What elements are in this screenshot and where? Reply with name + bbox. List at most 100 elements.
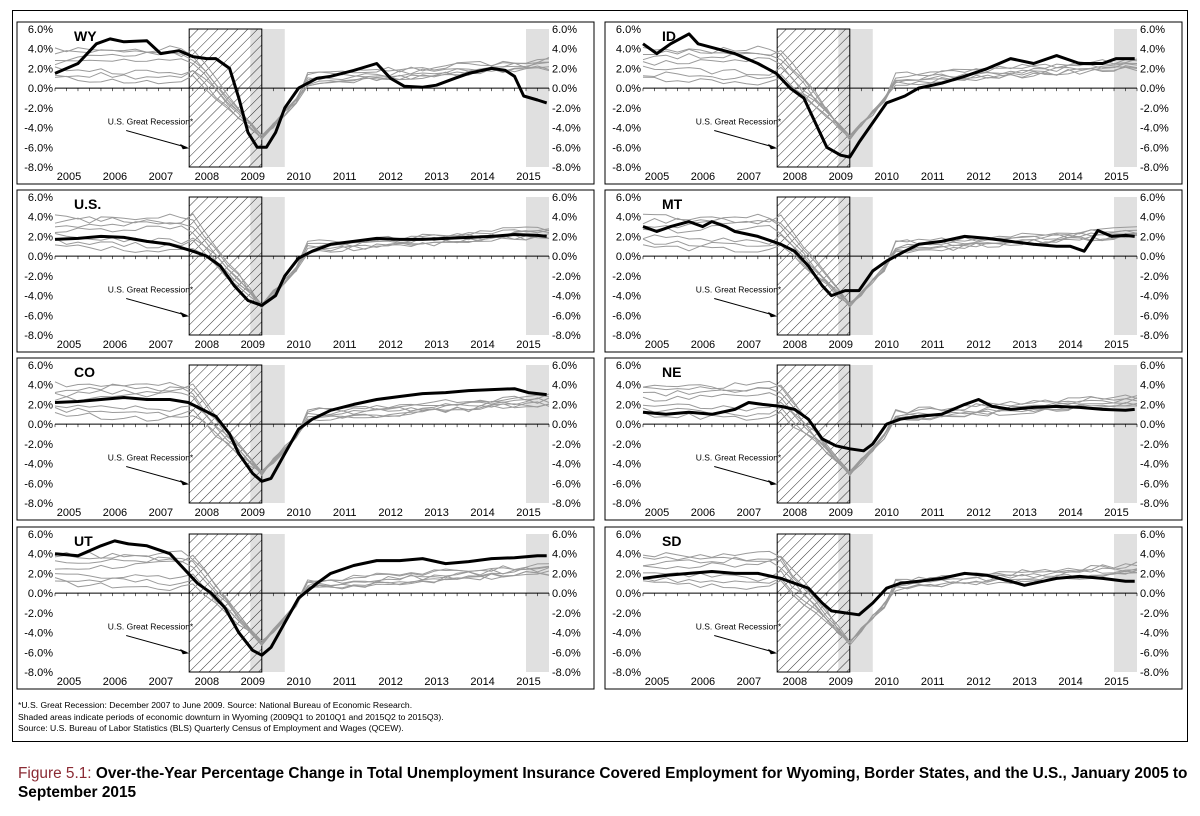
y-tick-label-right: -8.0%	[1140, 667, 1169, 679]
x-tick-label: 2009	[241, 171, 265, 183]
y-tick-label-left: -2.0%	[612, 271, 641, 283]
x-tick-label: 2005	[645, 339, 669, 351]
x-tick-label: 2015	[1104, 676, 1128, 688]
y-tick-label-right: -2.0%	[552, 439, 581, 451]
comparison-series-line	[642, 57, 1138, 137]
y-tick-label-right: 4.0%	[552, 212, 577, 224]
y-tick-label-right: 4.0%	[552, 380, 577, 392]
x-tick-label: 2014	[470, 339, 494, 351]
x-tick-label: 2011	[921, 676, 945, 688]
x-tick-label: 2010	[287, 676, 311, 688]
x-tick-label: 2006	[103, 507, 127, 519]
x-tick-label: 2005	[57, 507, 81, 519]
x-tick-label: 2011	[333, 676, 357, 688]
x-tick-label: 2012	[966, 339, 990, 351]
recession-hatch	[188, 533, 263, 673]
chart-panel-ut: 6.0% 6.0% 4.0% 4.0% 2.0% 2.0% 0.0% 0.0% -2.0% -2.…	[16, 526, 595, 690]
y-tick-label-right: 2.0%	[552, 231, 577, 243]
panel-border	[16, 21, 595, 185]
y-tick-label-left: -4.0%	[24, 459, 53, 471]
comparison-series-line	[643, 45, 1138, 137]
y-tick-label-right: -2.0%	[552, 271, 581, 283]
y-tick-label-left: 4.0%	[616, 380, 641, 392]
y-tick-label-left: -4.0%	[24, 123, 53, 135]
x-tick-label: 2006	[691, 339, 715, 351]
annotation-arrow	[714, 635, 775, 653]
y-tick-label-left: 6.0%	[616, 360, 641, 372]
x-tick-label: 2011	[333, 171, 357, 183]
y-tick-label-right: 2.0%	[552, 63, 577, 75]
annotation-arrow	[714, 466, 775, 484]
y-tick-label-right: 6.0%	[552, 360, 577, 372]
panel-border	[604, 21, 1183, 185]
x-tick-label: 2005	[57, 171, 81, 183]
x-tick-label: 2014	[1058, 507, 1082, 519]
y-tick-label-left: -6.0%	[612, 647, 641, 659]
y-tick-label-right: -2.0%	[1140, 439, 1169, 451]
panel-title: CO	[74, 364, 95, 380]
y-tick-label-right: 6.0%	[552, 192, 577, 204]
x-tick-label: 2005	[645, 171, 669, 183]
y-tick-label-right: 2.0%	[1140, 231, 1165, 243]
y-tick-label-right: 0.0%	[1140, 419, 1165, 431]
y-tick-label-left: -4.0%	[24, 628, 53, 640]
x-tick-label: 2013	[1012, 339, 1036, 351]
y-tick-label-right: -6.0%	[552, 478, 581, 490]
y-tick-label-right: -4.0%	[552, 291, 581, 303]
y-tick-label-left: 4.0%	[28, 380, 53, 392]
y-tick-label-left: -8.0%	[612, 162, 641, 174]
x-tick-label: 2009	[829, 339, 853, 351]
y-tick-label-right: -8.0%	[552, 667, 581, 679]
x-tick-label: 2012	[378, 339, 402, 351]
x-tick-label: 2009	[829, 171, 853, 183]
y-tick-label-left: 0.0%	[28, 251, 53, 263]
x-tick-label: 2013	[1012, 171, 1036, 183]
y-tick-label-left: 2.0%	[28, 568, 53, 580]
y-tick-label-right: 6.0%	[1140, 24, 1165, 36]
y-tick-label-right: 6.0%	[552, 529, 577, 541]
y-tick-label-left: -8.0%	[24, 667, 53, 679]
y-tick-label-right: -2.0%	[1140, 271, 1169, 283]
y-tick-label-left: -2.0%	[24, 271, 53, 283]
y-tick-label-right: -8.0%	[1140, 162, 1169, 174]
x-tick-label: 2011	[921, 171, 945, 183]
y-tick-label-right: 2.0%	[1140, 568, 1165, 580]
x-tick-label: 2008	[783, 171, 807, 183]
x-tick-label: 2008	[195, 171, 219, 183]
x-tick-label: 2007	[149, 676, 173, 688]
y-tick-label-left: 2.0%	[28, 231, 53, 243]
annotation-arrow	[714, 298, 775, 316]
downturn-shade	[1114, 197, 1137, 335]
chart-panel-co: 6.0% 6.0% 4.0% 4.0% 2.0% 2.0% 0.0% 0.0% -2.0% -2.…	[16, 357, 595, 521]
y-tick-label-left: -8.0%	[24, 162, 53, 174]
y-tick-label-left: 2.0%	[616, 63, 641, 75]
y-tick-label-left: 0.0%	[28, 419, 53, 431]
comparison-series-line	[642, 213, 1138, 306]
x-tick-label: 2008	[195, 339, 219, 351]
y-tick-label-left: -6.0%	[24, 142, 53, 154]
y-tick-label-right: 6.0%	[1140, 192, 1165, 204]
x-tick-label: 2015	[516, 676, 540, 688]
x-tick-label: 2006	[691, 507, 715, 519]
chart-panel-ne: 6.0% 6.0% 4.0% 4.0% 2.0% 2.0% 0.0% 0.0% -2.0% -2.…	[604, 357, 1183, 521]
chart-panel-mt: 6.0% 6.0% 4.0% 4.0% 2.0% 2.0% 0.0% 0.0% -2.0% -2.…	[604, 189, 1183, 353]
x-tick-label: 2010	[875, 339, 899, 351]
x-tick-label: 2010	[287, 171, 311, 183]
downturn-shade	[1114, 534, 1137, 672]
x-tick-label: 2010	[287, 339, 311, 351]
y-tick-label-right: -4.0%	[1140, 291, 1169, 303]
footnote-recession: *U.S. Great Recession: December 2007 to …	[18, 700, 413, 710]
x-tick-label: 2006	[103, 171, 127, 183]
x-tick-label: 2006	[691, 676, 715, 688]
recession-annotation: U.S. Great Recession*	[108, 453, 194, 463]
panel-title: U.S.	[74, 196, 101, 212]
arrow-head	[767, 479, 778, 486]
x-tick-label: 2007	[149, 171, 173, 183]
x-tick-label: 2011	[333, 507, 357, 519]
x-tick-label: 2007	[737, 339, 761, 351]
y-tick-label-right: 0.0%	[1140, 588, 1165, 600]
annotation-arrow	[126, 466, 187, 484]
panel-title: SD	[662, 533, 681, 549]
y-tick-label-right: 0.0%	[552, 83, 577, 95]
y-tick-label-left: 2.0%	[616, 399, 641, 411]
